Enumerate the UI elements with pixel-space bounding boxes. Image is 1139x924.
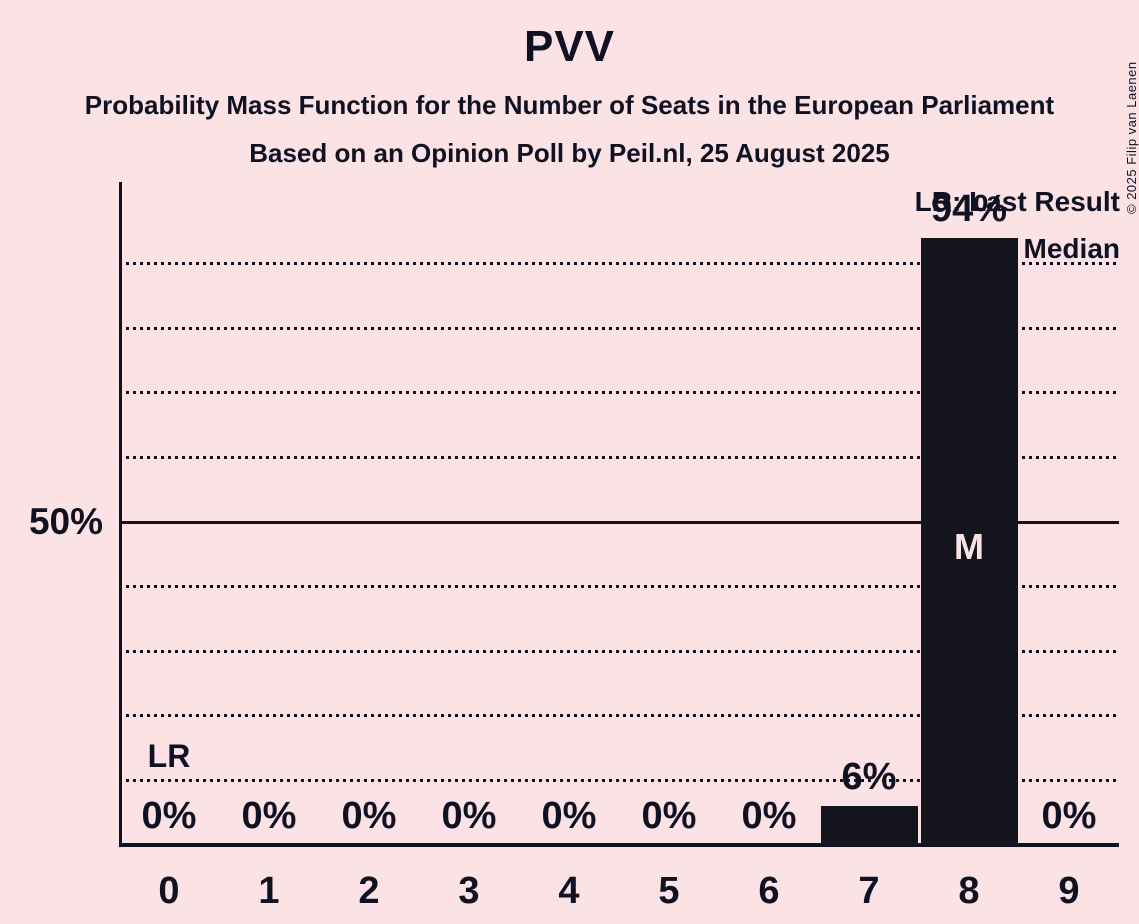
value-label-seats-1: 0% [241, 795, 297, 837]
chart-source-line: Based on an Opinion Poll by Peil.nl, 25 … [249, 138, 890, 168]
gridline-30pct [119, 649, 1119, 653]
y-axis-tick-50: 50% [28, 501, 103, 542]
gridline-90pct [119, 262, 1119, 266]
value-label-seats-8: 94% [930, 187, 1008, 230]
value-label-seats-4: 0% [541, 795, 597, 837]
gridline-40pct [119, 585, 1119, 589]
chart-title: PVV [523, 22, 616, 71]
x-tick-1: 1 [258, 870, 280, 912]
median-marker: M [954, 526, 984, 567]
gridline-80pct [119, 326, 1119, 330]
legend-median: M: Median [983, 233, 1120, 264]
gridline-10pct [119, 778, 1119, 782]
value-label-seats-0: 0% [141, 795, 197, 837]
last-result-marker: LR [147, 738, 191, 774]
copyright-notice: © 2025 Filip van Laenen [1124, 61, 1139, 214]
gridline-60pct [119, 455, 1119, 459]
value-label-seats-5: 0% [641, 795, 697, 837]
x-tick-0: 0 [158, 870, 180, 912]
x-tick-8: 8 [958, 870, 980, 912]
legend-last-result: LR: Last Result [914, 186, 1120, 217]
x-axis-line [119, 843, 1119, 847]
x-tick-9: 9 [1058, 870, 1080, 912]
y-axis-line [119, 182, 122, 847]
x-tick-3: 3 [458, 870, 480, 912]
gridline-70pct [119, 391, 1119, 395]
x-tick-7: 7 [858, 870, 880, 912]
x-tick-2: 2 [358, 870, 380, 912]
value-label-seats-7: 6% [841, 756, 897, 799]
bar-seats-8 [921, 237, 1018, 845]
value-label-seats-6: 0% [741, 795, 797, 837]
x-tick-4: 4 [558, 870, 580, 912]
value-label-seats-2: 0% [341, 795, 397, 837]
gridline-50pct [119, 520, 1119, 524]
value-label-seats-3: 0% [441, 795, 497, 837]
bar-seats-7 [821, 806, 918, 845]
x-tick-6: 6 [758, 870, 780, 912]
gridline-20pct [119, 714, 1119, 718]
value-label-seats-9: 0% [1041, 795, 1097, 837]
chart-subtitle: Probability Mass Function for the Number… [84, 90, 1055, 120]
x-tick-5: 5 [658, 870, 680, 912]
